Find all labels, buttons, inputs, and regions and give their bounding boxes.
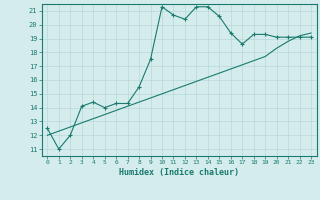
X-axis label: Humidex (Indice chaleur): Humidex (Indice chaleur) (119, 168, 239, 177)
